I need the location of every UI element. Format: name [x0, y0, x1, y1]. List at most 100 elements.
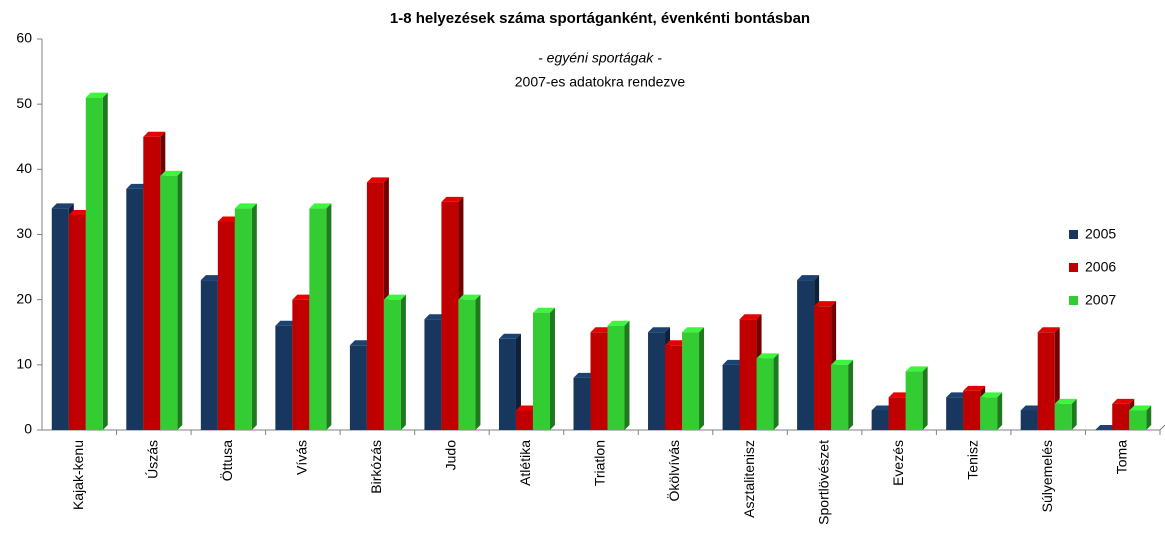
x-tick-label: Kajak-kenu	[70, 440, 86, 510]
y-tick-label: 60	[16, 30, 32, 46]
bar-top	[946, 392, 969, 398]
bar-group	[234, 203, 257, 430]
bar	[739, 319, 757, 430]
bar	[1037, 332, 1055, 430]
x-tick-label: Evezés	[890, 440, 906, 486]
x-tick-label: Toma	[1113, 440, 1129, 474]
bar	[722, 364, 740, 430]
bar-top	[515, 405, 538, 411]
y-tick-label: 50	[16, 95, 32, 111]
bar-top	[1054, 398, 1077, 404]
bar	[309, 208, 327, 430]
bar	[441, 201, 459, 430]
bar	[1112, 403, 1130, 430]
bar-top	[309, 203, 332, 209]
bar-top	[275, 320, 298, 326]
bar-top	[756, 353, 779, 359]
bar-side	[1071, 398, 1077, 430]
bar-group	[831, 359, 854, 430]
bar-group	[309, 203, 332, 430]
chart-annotation: 2007-es adatokra rendezve	[515, 74, 686, 90]
x-tick-label: Súlyemelés	[1039, 440, 1055, 512]
bar-group	[383, 294, 406, 430]
bar-top	[424, 314, 447, 320]
bar-group	[980, 392, 1003, 430]
bar-top	[905, 366, 928, 372]
bar	[905, 371, 923, 430]
bar	[963, 390, 981, 430]
bar	[607, 325, 625, 430]
bar	[797, 280, 815, 430]
bar-top	[739, 314, 762, 320]
bar-top	[349, 340, 372, 346]
legend-label: 2006	[1085, 259, 1116, 275]
bar-top	[458, 294, 481, 300]
bar	[573, 377, 591, 430]
x-tick-label: Vívás	[294, 440, 310, 475]
y-tick-label: 40	[16, 160, 32, 176]
bar-top	[366, 177, 389, 183]
bar	[160, 175, 178, 430]
bar-group	[85, 92, 108, 431]
bar-group	[682, 327, 705, 430]
bar-top	[1020, 405, 1043, 411]
bar-top	[888, 392, 911, 398]
bar	[234, 208, 252, 430]
y-tick-label: 30	[16, 225, 32, 241]
bar-side	[922, 366, 928, 430]
bar-top	[797, 275, 820, 281]
legend-label: 2005	[1085, 226, 1116, 242]
bar-top	[68, 209, 91, 215]
bar-side	[624, 320, 630, 430]
bar-top	[1095, 425, 1118, 430]
chart-title: 1-8 helyezések száma sportáganként, éven…	[390, 10, 810, 27]
bar	[871, 410, 889, 430]
bar	[814, 306, 832, 430]
bar-top	[160, 170, 183, 176]
bar-side	[400, 294, 406, 430]
y-tick-label: 20	[16, 290, 32, 306]
bar-side	[177, 170, 183, 430]
bar	[888, 397, 906, 430]
bar	[85, 97, 103, 431]
legend-swatch	[1069, 230, 1078, 239]
bar-top	[1129, 405, 1152, 411]
bar	[498, 338, 516, 430]
bar-side	[699, 327, 705, 430]
bar-side	[515, 333, 521, 430]
bar-top	[814, 301, 837, 307]
bar-top	[498, 333, 521, 339]
bar-top	[85, 92, 108, 98]
x-tick-label: Asztalitenisz	[741, 440, 757, 518]
bar-top	[573, 372, 596, 378]
bar	[515, 410, 533, 430]
bar-top	[682, 327, 705, 333]
x-tick-label: Öttusa	[218, 440, 235, 481]
bar	[366, 182, 384, 430]
bar-side	[251, 203, 257, 430]
legend-label: 2007	[1085, 292, 1116, 308]
bar	[383, 299, 401, 430]
x-tick-label: Atlétika	[517, 440, 533, 486]
bar-side	[997, 392, 1003, 430]
x-tick-label: Úszás	[145, 440, 161, 479]
x-tick-label: Ökölvívás	[665, 440, 682, 501]
bar-top	[871, 405, 894, 411]
bar	[682, 332, 700, 430]
legend-swatch	[1069, 296, 1078, 305]
x-axis-depth	[1159, 424, 1165, 431]
bar-side	[848, 359, 854, 430]
bar-side	[326, 203, 332, 430]
bar	[68, 214, 86, 430]
bar-top	[292, 294, 315, 300]
bar-group	[607, 320, 630, 430]
bar	[458, 299, 476, 430]
bar-top	[648, 327, 671, 333]
bar	[349, 345, 367, 430]
bar	[831, 364, 849, 430]
bar-group	[498, 333, 521, 430]
legend-swatch	[1069, 263, 1078, 272]
bar-top	[1112, 398, 1135, 404]
bar-top	[143, 131, 166, 137]
